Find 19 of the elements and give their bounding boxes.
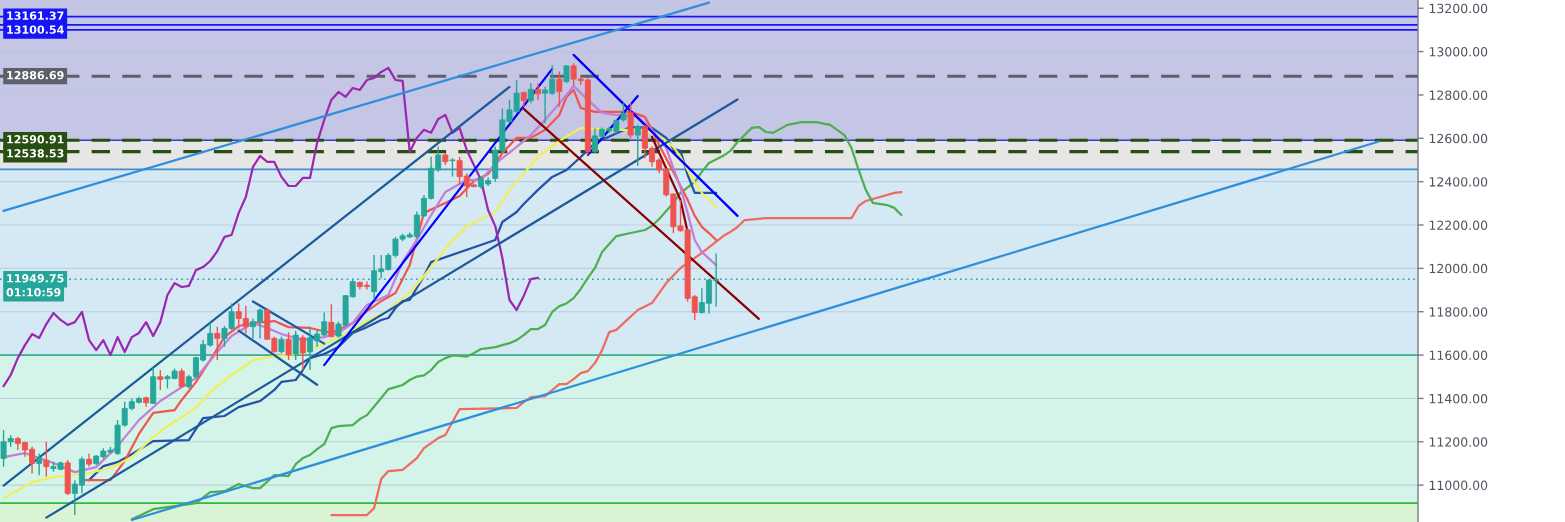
y-tick-label: 12600.00 bbox=[1429, 133, 1488, 144]
y-tick-label: 13000.00 bbox=[1429, 47, 1488, 57]
y-tick-label: 11400.00 bbox=[1429, 393, 1488, 404]
ref-line-label: 12886.69 bbox=[7, 70, 64, 80]
y-tick-label: 12800.00 bbox=[1429, 90, 1488, 100]
y-tick-label: 12000.00 bbox=[1429, 263, 1488, 274]
y-tick-label: 13200.00 bbox=[1429, 3, 1488, 14]
annotation: 01:10:59 bbox=[6, 288, 61, 297]
ref-line-label: 12538.53 bbox=[7, 149, 64, 158]
ref-line-label: 13100.54 bbox=[7, 25, 64, 34]
ref-line-label: 11949.75 bbox=[7, 274, 64, 283]
ref-line-label: 13161.37 bbox=[7, 11, 64, 20]
y-tick-label: 11800.00 bbox=[1429, 307, 1488, 317]
y-tick-label: 12400.00 bbox=[1429, 177, 1488, 187]
y-tick-label: 11200.00 bbox=[1429, 437, 1488, 447]
y-tick-label: 11000.00 bbox=[1429, 480, 1488, 491]
ref-line-label: 12590.91 bbox=[7, 135, 64, 144]
y-tick-label: 11600.00 bbox=[1429, 350, 1488, 361]
y-tick-label: 12200.00 bbox=[1429, 220, 1488, 230]
